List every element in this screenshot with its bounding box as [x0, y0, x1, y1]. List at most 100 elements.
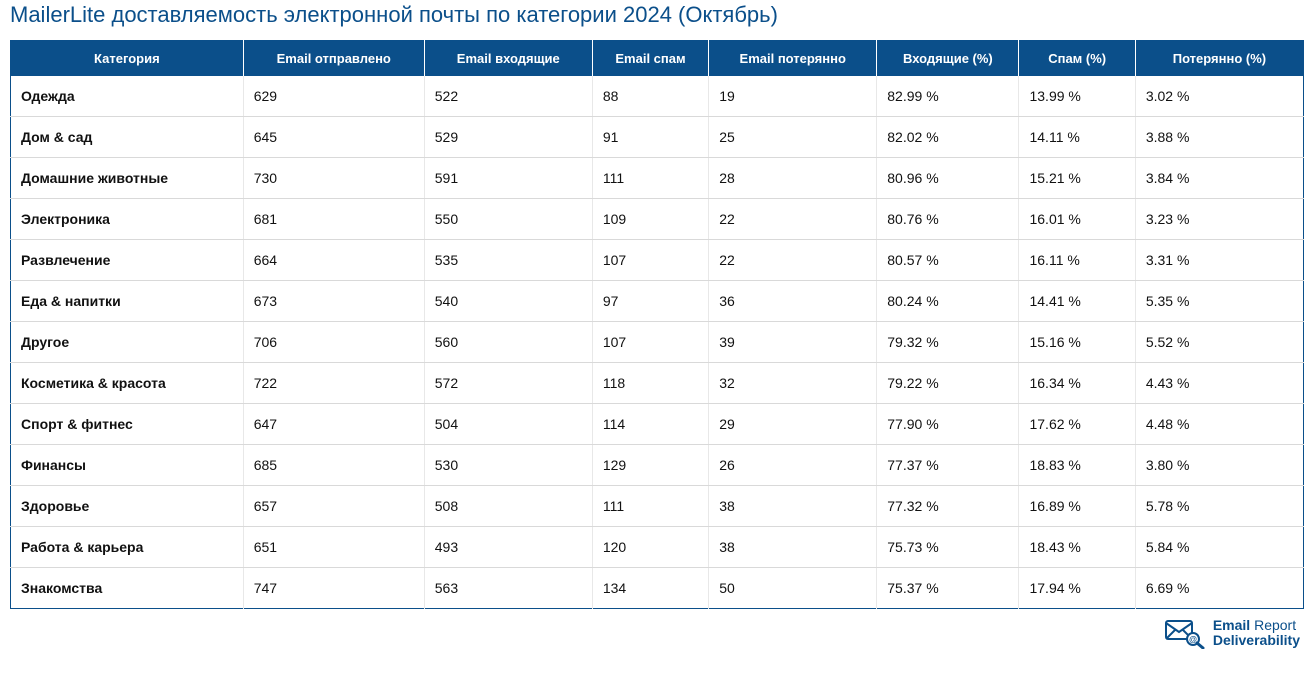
table-cell: 75.37 %: [877, 568, 1019, 609]
table-cell: Одежда: [11, 76, 244, 117]
table-cell: 80.57 %: [877, 240, 1019, 281]
table-cell: 80.76 %: [877, 199, 1019, 240]
col-lost-pct: Потерянно (%): [1135, 41, 1303, 77]
table-cell: Знакомства: [11, 568, 244, 609]
col-inbox: Email входящие: [424, 41, 592, 77]
table-cell: 16.01 %: [1019, 199, 1135, 240]
table-cell: 26: [709, 445, 877, 486]
col-lost: Email потерянно: [709, 41, 877, 77]
table-cell: Другое: [11, 322, 244, 363]
page-title: MailerLite доставляемость электронной по…: [10, 0, 1304, 40]
table-cell: 16.11 %: [1019, 240, 1135, 281]
svg-text:@: @: [1189, 635, 1197, 644]
table-cell: 664: [243, 240, 424, 281]
table-cell: 535: [424, 240, 592, 281]
table-row: Финансы6855301292677.37 %18.83 %3.80 %: [11, 445, 1304, 486]
table-cell: 77.37 %: [877, 445, 1019, 486]
table-cell: 79.22 %: [877, 363, 1019, 404]
table-cell: 560: [424, 322, 592, 363]
table-cell: 722: [243, 363, 424, 404]
table-cell: Спорт & фитнес: [11, 404, 244, 445]
table-cell: 79.32 %: [877, 322, 1019, 363]
table-cell: 13.99 %: [1019, 76, 1135, 117]
table-cell: 4.43 %: [1135, 363, 1303, 404]
table-row: Дом & сад645529912582.02 %14.11 %3.88 %: [11, 117, 1304, 158]
table-cell: 107: [592, 240, 708, 281]
table-cell: 5.78 %: [1135, 486, 1303, 527]
table-cell: 3.23 %: [1135, 199, 1303, 240]
table-cell: 5.35 %: [1135, 281, 1303, 322]
table-cell: 38: [709, 486, 877, 527]
table-cell: 550: [424, 199, 592, 240]
table-cell: 111: [592, 486, 708, 527]
table-cell: 629: [243, 76, 424, 117]
table-cell: 129: [592, 445, 708, 486]
table-cell: 3.88 %: [1135, 117, 1303, 158]
table-cell: 706: [243, 322, 424, 363]
table-cell: 77.32 %: [877, 486, 1019, 527]
deliverability-table: Категория Email отправлено Email входящи…: [10, 40, 1304, 609]
col-sent: Email отправлено: [243, 41, 424, 77]
table-cell: 80.24 %: [877, 281, 1019, 322]
table-row: Другое7065601073979.32 %15.16 %5.52 %: [11, 322, 1304, 363]
table-cell: 3.02 %: [1135, 76, 1303, 117]
col-spam-pct: Спам (%): [1019, 41, 1135, 77]
table-cell: 114: [592, 404, 708, 445]
table-cell: 82.99 %: [877, 76, 1019, 117]
table-cell: 18.83 %: [1019, 445, 1135, 486]
table-cell: 50: [709, 568, 877, 609]
table-cell: 14.41 %: [1019, 281, 1135, 322]
table-cell: 3.84 %: [1135, 158, 1303, 199]
footer-brand: @ Email Report Deliverability: [10, 609, 1304, 649]
table-cell: Домашние животные: [11, 158, 244, 199]
table-cell: 25: [709, 117, 877, 158]
table-cell: 82.02 %: [877, 117, 1019, 158]
table-cell: 685: [243, 445, 424, 486]
table-cell: 15.16 %: [1019, 322, 1135, 363]
col-inbox-pct: Входящие (%): [877, 41, 1019, 77]
table-cell: 504: [424, 404, 592, 445]
table-cell: 3.31 %: [1135, 240, 1303, 281]
table-cell: 32: [709, 363, 877, 404]
table-cell: 118: [592, 363, 708, 404]
table-cell: 645: [243, 117, 424, 158]
table-row: Работа & карьера6514931203875.73 %18.43 …: [11, 527, 1304, 568]
table-cell: Работа & карьера: [11, 527, 244, 568]
table-row: Косметика & красота7225721183279.22 %16.…: [11, 363, 1304, 404]
table-cell: 22: [709, 240, 877, 281]
brand-word-email: Email: [1213, 617, 1250, 633]
table-cell: 651: [243, 527, 424, 568]
table-cell: 522: [424, 76, 592, 117]
table-cell: 6.69 %: [1135, 568, 1303, 609]
table-cell: 36: [709, 281, 877, 322]
table-cell: 28: [709, 158, 877, 199]
envelope-magnifier-icon: @: [1165, 617, 1205, 649]
table-row: Развлечение6645351072280.57 %16.11 %3.31…: [11, 240, 1304, 281]
table-cell: 75.73 %: [877, 527, 1019, 568]
table-cell: 16.34 %: [1019, 363, 1135, 404]
table-row: Одежда629522881982.99 %13.99 %3.02 %: [11, 76, 1304, 117]
table-cell: 5.52 %: [1135, 322, 1303, 363]
table-cell: Косметика & красота: [11, 363, 244, 404]
table-cell: 15.21 %: [1019, 158, 1135, 199]
brand-text: Email Report Deliverability: [1213, 618, 1300, 647]
table-row: Спорт & фитнес6475041142977.90 %17.62 %4…: [11, 404, 1304, 445]
table-cell: 17.94 %: [1019, 568, 1135, 609]
table-cell: 529: [424, 117, 592, 158]
table-cell: 77.90 %: [877, 404, 1019, 445]
table-cell: 530: [424, 445, 592, 486]
table-cell: 16.89 %: [1019, 486, 1135, 527]
table-row: Домашние животные7305911112880.96 %15.21…: [11, 158, 1304, 199]
table-cell: 91: [592, 117, 708, 158]
table-cell: 109: [592, 199, 708, 240]
table-cell: 673: [243, 281, 424, 322]
table-row: Еда & напитки673540973680.24 %14.41 %5.3…: [11, 281, 1304, 322]
table-cell: 17.62 %: [1019, 404, 1135, 445]
table-header-row: Категория Email отправлено Email входящи…: [11, 41, 1304, 77]
brand-word-deliverability: Deliverability: [1213, 633, 1300, 648]
table-cell: 18.43 %: [1019, 527, 1135, 568]
table-cell: 97: [592, 281, 708, 322]
table-cell: 572: [424, 363, 592, 404]
table-row: Знакомства7475631345075.37 %17.94 %6.69 …: [11, 568, 1304, 609]
table-cell: 134: [592, 568, 708, 609]
